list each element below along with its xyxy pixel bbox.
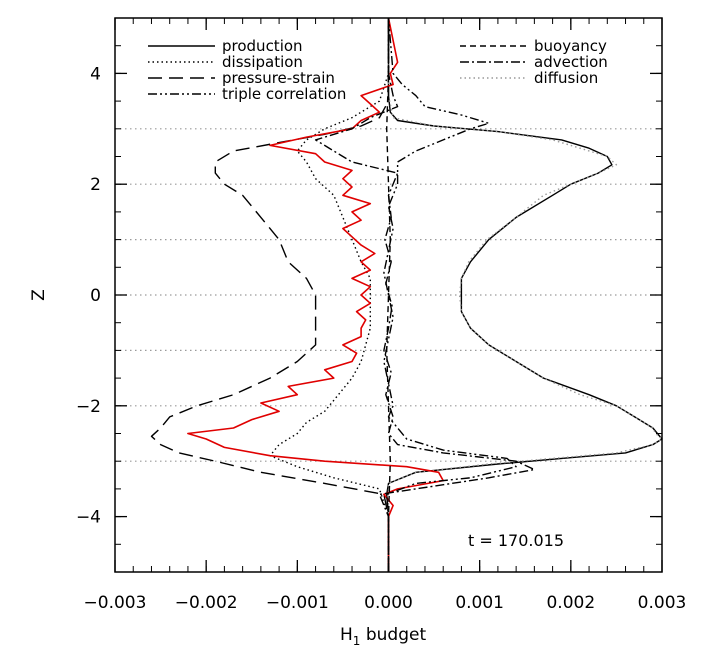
legend: productiondissipationpressure-straintrip… (148, 37, 608, 103)
axis-ticks: −0.003 −0.002 −0.001 0.000 0.001 0.002 0.003 −4… (76, 17, 687, 613)
y-tick-label: −4 (76, 508, 101, 528)
legend-label-production: production (222, 37, 303, 55)
time-annotation: t = 170.015 (468, 531, 564, 550)
legend-label-advection: advection (534, 53, 608, 71)
x-tick-label: −0.001 (266, 593, 329, 613)
x-tick-label: 0.002 (546, 593, 595, 613)
y-tick-label: 2 (90, 175, 101, 195)
series-diffusion (387, 18, 663, 572)
series-advection (314, 18, 536, 572)
x-axis-title-suffix: budget (360, 625, 426, 645)
x-axis-title-subscript: 1 (353, 634, 361, 648)
series-group (150, 17, 663, 572)
x-tick-label: 0.003 (638, 593, 687, 613)
x-tick-label: 0.001 (455, 593, 504, 613)
x-tick-label: −0.002 (175, 593, 238, 613)
series-buoyancy (386, 18, 391, 572)
x-tick-label: −0.003 (84, 593, 147, 613)
legend-label-buoyancy: buoyancy (534, 37, 607, 55)
legend-label-pressure-strain: pressure-strain (222, 69, 335, 87)
series-red-curve (187, 17, 445, 572)
legend-label-dissipation: dissipation (222, 53, 303, 71)
series-pressure-strain (150, 18, 390, 572)
legend-label-diffusion: diffusion (534, 69, 598, 87)
y-tick-label: 0 (90, 286, 101, 306)
x-axis-title: H1 budget (340, 625, 426, 648)
x-tick-label: 0.000 (364, 593, 413, 613)
x-axis-title-base: H (340, 625, 353, 645)
legend-label-triple-correlation: triple correlation (222, 85, 346, 103)
y-tick-label: −2 (76, 397, 101, 417)
y-tick-label: 4 (90, 64, 101, 84)
y-axis-title: Z (29, 289, 49, 301)
